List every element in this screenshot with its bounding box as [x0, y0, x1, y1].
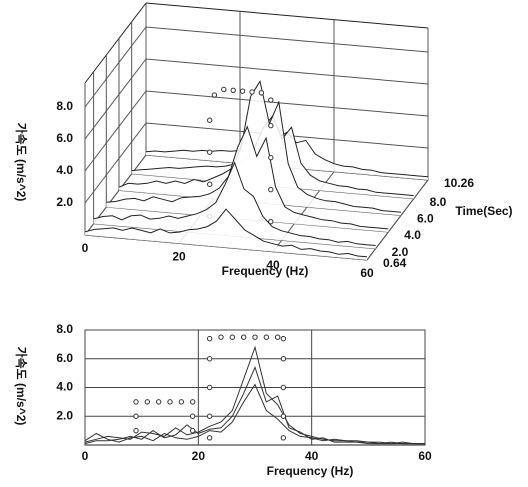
envelope-dot — [258, 90, 265, 96]
envelope-dot — [167, 399, 173, 405]
envelope-dot — [268, 218, 274, 225]
envelope-dot — [206, 413, 213, 419]
envelope-dot — [240, 334, 247, 340]
spectrum-slice — [84, 208, 368, 258]
grid-line — [366, 179, 429, 261]
envelope-dot — [218, 334, 224, 340]
grid-line — [84, 122, 147, 204]
envelope-dot — [178, 399, 185, 405]
spectrum-line — [84, 345, 425, 445]
grid-line — [84, 90, 147, 172]
envelope-dot — [280, 384, 287, 391]
x-axis-title: Frequency (Hz) — [267, 464, 354, 478]
z-tick-label: 8.0 — [56, 99, 73, 113]
time-tick-label: 2.0 — [392, 245, 409, 259]
spectrum-line — [84, 365, 425, 445]
x-tick-label: 60 — [360, 266, 374, 280]
envelope-dot — [207, 181, 213, 187]
envelope-dot — [263, 334, 270, 340]
x-tick-label: 20 — [192, 449, 206, 463]
y-tick-label: 4.0 — [56, 380, 73, 394]
z-axis-title: 가속도 (m/s^2) — [14, 123, 29, 202]
envelope-dot — [221, 86, 227, 93]
envelope-dot — [280, 435, 287, 441]
grid-line — [84, 58, 147, 140]
x-tick-label: 0 — [82, 241, 89, 255]
envelope-dot — [133, 399, 139, 405]
y-tick-label: 2.0 — [56, 408, 73, 422]
time-tick-label: 6.0 — [417, 212, 434, 226]
y-tick-label: 6.0 — [56, 351, 73, 365]
spectrum-slice — [118, 79, 402, 213]
axis-frame — [145, 2, 429, 29]
envelope-dot — [280, 413, 287, 419]
x-tick-label: 40 — [266, 258, 280, 272]
z-tick-label: 4.0 — [56, 163, 73, 177]
envelope-dot — [207, 149, 213, 155]
x-tick-label: 0 — [82, 449, 89, 463]
grid-line — [145, 58, 429, 85]
envelope-dot — [268, 122, 274, 129]
envelope-dot — [189, 413, 196, 419]
x-tick-label: 20 — [172, 250, 186, 264]
envelope-dot — [206, 356, 213, 362]
envelope-dot — [189, 399, 196, 405]
time-tick-label: 8.0 — [430, 195, 447, 209]
envelope-dot — [268, 186, 274, 193]
envelope-dot — [206, 384, 213, 391]
slice-fill — [93, 162, 376, 249]
envelope-dot — [229, 334, 236, 340]
envelope-dot — [189, 427, 196, 434]
slice-fill — [85, 209, 367, 260]
envelope-dot — [211, 92, 218, 98]
grid-line — [145, 26, 429, 53]
envelope-dot — [280, 356, 287, 362]
envelope-dot — [268, 97, 274, 103]
grid-line — [84, 26, 147, 108]
envelope-dot — [144, 399, 151, 405]
envelope-dot — [239, 88, 246, 94]
time-tick-label: 10.26 — [444, 176, 474, 190]
grid-line — [145, 90, 429, 117]
envelope-dot — [206, 335, 213, 342]
y-axis-title: 가속도 (m/s^2) — [14, 347, 29, 426]
envelope-dot — [274, 334, 281, 340]
spectrum-slice — [93, 161, 376, 246]
envelope-dot — [249, 89, 255, 95]
envelope-dot — [133, 427, 139, 434]
time-axis-title: Time(Sec) — [455, 204, 512, 218]
envelope-dot — [252, 334, 258, 340]
y-tick-label: 8.0 — [56, 322, 73, 336]
z-tick-label: 2.0 — [56, 195, 73, 209]
time-tick-label: 4.0 — [404, 228, 421, 242]
envelope-dot — [230, 87, 236, 94]
envelope-dot — [133, 413, 139, 419]
slice-fill — [106, 126, 389, 233]
spectrum-slice — [106, 125, 389, 230]
axis-frame — [84, 2, 147, 84]
z-tick-label: 6.0 — [56, 131, 73, 145]
envelope-dot — [268, 154, 274, 161]
x-tick-label: 40 — [305, 449, 319, 463]
envelope-dot — [280, 335, 287, 342]
envelope-dot — [155, 399, 162, 405]
envelope-dot — [207, 117, 213, 123]
x-tick-label: 60 — [418, 449, 432, 463]
x-axis-title: Frequency (Hz) — [222, 264, 309, 278]
envelope-dot — [206, 435, 213, 441]
time-tick-label: 0.64 — [383, 256, 407, 270]
